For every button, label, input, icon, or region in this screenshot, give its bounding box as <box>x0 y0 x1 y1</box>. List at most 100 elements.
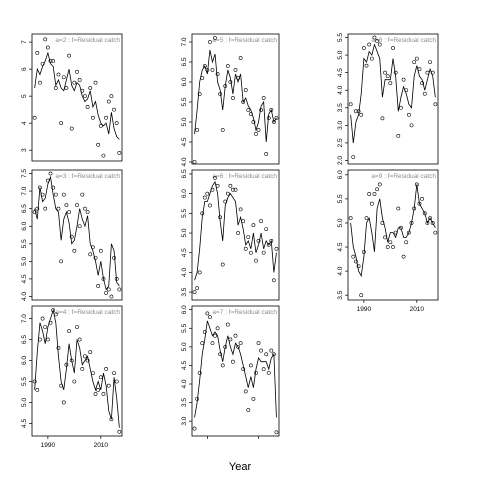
observed-point <box>64 203 69 208</box>
observed-point <box>274 430 279 435</box>
observed-point <box>218 352 223 357</box>
observed-point <box>372 35 377 40</box>
y-tick-label: 5.0 <box>21 398 28 407</box>
panel-4: a=5 : f=Residual catch 4.0 4.5 5.0 5.5 6.0 6.5… <box>181 33 280 167</box>
panel-frame <box>31 305 123 437</box>
observed-point <box>396 206 401 211</box>
observed-point <box>354 259 358 264</box>
fitted-line <box>34 308 120 428</box>
observed-point <box>256 341 261 346</box>
observed-point <box>40 61 45 66</box>
observed-point <box>356 264 361 269</box>
y-tick-label: 3.5 <box>337 103 344 112</box>
observed-point <box>56 72 61 77</box>
y-tick-label: 6.0 <box>181 305 188 314</box>
observed-point <box>430 221 435 225</box>
observed-point <box>40 192 45 197</box>
y-tick-label: 5.0 <box>181 228 188 237</box>
fitted-line <box>194 320 277 418</box>
observed-point <box>256 128 261 132</box>
observed-point <box>117 287 122 292</box>
observed-point <box>422 211 427 216</box>
observed-point <box>195 128 200 132</box>
panel-label: a=5 : f=Residual catch <box>212 37 277 44</box>
observed-point <box>213 333 217 338</box>
observed-point <box>51 59 56 63</box>
observed-point <box>361 249 366 254</box>
observed-point <box>218 92 223 96</box>
y-tick-label: 5.0 <box>337 218 344 227</box>
observed-point <box>409 221 414 225</box>
observed-point <box>96 284 101 288</box>
observed-point <box>261 96 266 100</box>
y-tick-label: 6.5 <box>181 169 188 178</box>
observed-point <box>228 337 233 342</box>
y-tick-label: 4.5 <box>337 242 344 251</box>
observed-point <box>218 215 223 220</box>
y-tick-label: 5.5 <box>181 97 188 106</box>
observed-point <box>261 250 266 255</box>
observed-point <box>361 46 366 50</box>
observed-point <box>80 88 85 93</box>
y-tick-label: 4.0 <box>181 268 188 277</box>
observed-point <box>391 46 395 50</box>
observed-point <box>213 175 217 180</box>
fitted-line <box>350 184 436 278</box>
y-tick-label: 6.5 <box>181 57 188 66</box>
observed-point <box>236 231 240 235</box>
observed-point <box>367 42 372 47</box>
observed-point <box>238 341 243 346</box>
observed-point <box>238 56 243 60</box>
observed-point <box>256 239 261 243</box>
observed-point <box>75 69 79 74</box>
observed-point <box>412 206 417 211</box>
y-tick-label: 4.5 <box>181 361 188 370</box>
panel-label: a=7 : f=Residual catch <box>212 309 277 316</box>
observed-point <box>266 370 271 375</box>
observed-point <box>264 352 269 357</box>
observed-point <box>48 171 53 176</box>
y-tick-label: 5.5 <box>181 208 188 217</box>
observed-point <box>215 183 220 188</box>
observed-point <box>210 187 215 192</box>
observed-point <box>56 346 61 350</box>
panel-frame <box>347 169 439 301</box>
observed-point <box>38 185 42 190</box>
observed-point <box>77 337 82 342</box>
observed-point <box>409 123 414 128</box>
y-tick-label: 5.5 <box>337 33 344 42</box>
observed-point <box>404 88 409 93</box>
fitted-line <box>194 180 277 281</box>
observed-point <box>231 359 235 364</box>
observed-point <box>72 248 77 253</box>
y-tick-label: 7.0 <box>21 314 28 323</box>
observed-point <box>246 235 251 239</box>
observed-point <box>271 120 276 124</box>
observed-point <box>259 219 263 224</box>
panel-8: a=9 : f=Residual catch 3.5 4.0 4.5 5.0 5.5 6.0… <box>337 169 439 313</box>
observed-point <box>80 192 85 197</box>
panel-label: a=3 : f=Residual catch <box>55 173 120 180</box>
observed-point <box>195 396 200 401</box>
observed-point <box>425 70 430 75</box>
observed-point <box>223 84 228 88</box>
observed-point <box>422 91 427 96</box>
observed-point <box>417 201 422 206</box>
observed-point <box>369 201 374 206</box>
y-tick-label: 6.0 <box>181 77 188 86</box>
y-tick-label: 3.0 <box>337 120 344 129</box>
observed-point <box>269 239 274 243</box>
y-tick-label: 6.5 <box>21 204 28 213</box>
observed-point <box>380 116 385 121</box>
observed-point <box>101 392 106 396</box>
observed-point <box>243 88 248 92</box>
observed-point <box>61 192 66 197</box>
observed-point <box>192 290 197 295</box>
observed-point <box>53 192 58 197</box>
observed-point <box>72 80 77 85</box>
x-axis-title: Year <box>229 461 252 473</box>
observed-point <box>208 315 212 320</box>
y-tick-label: 5.5 <box>21 239 28 248</box>
observed-point <box>248 112 253 116</box>
observed-point <box>385 74 390 79</box>
